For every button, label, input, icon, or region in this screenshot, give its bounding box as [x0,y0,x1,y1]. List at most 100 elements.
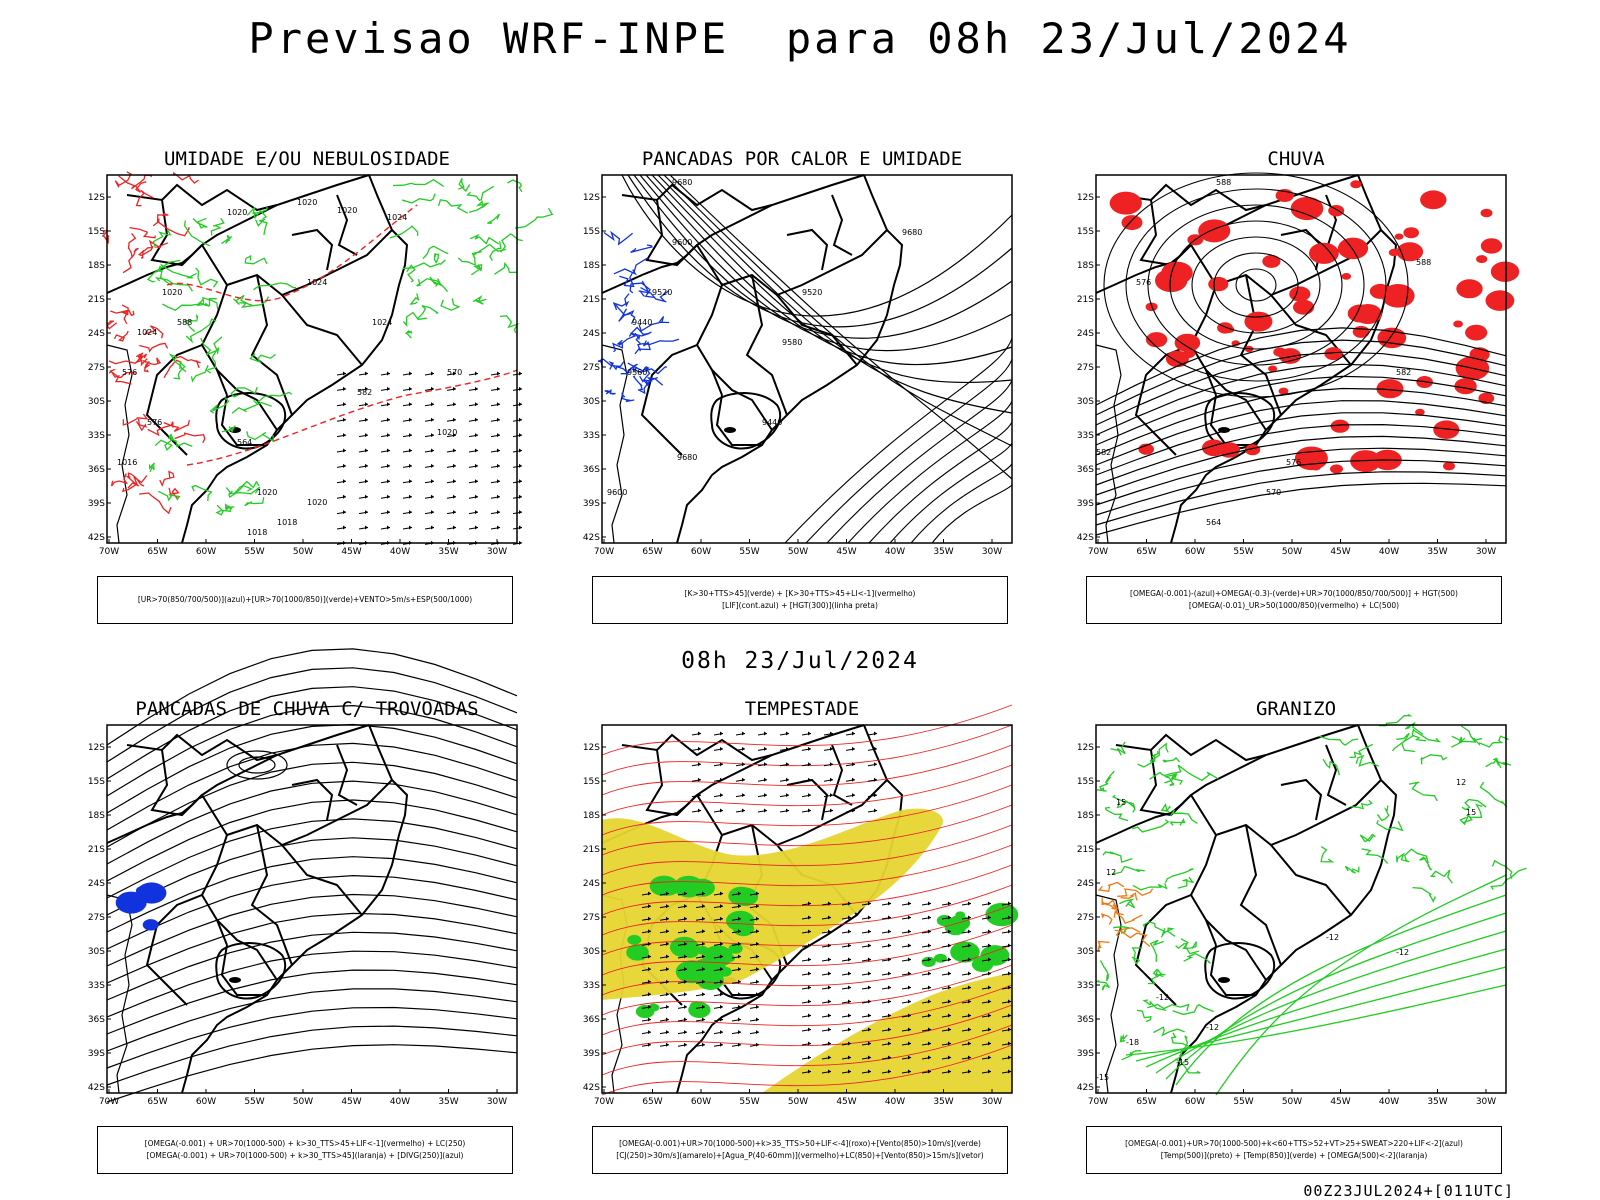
wind-vector-head [738,1017,741,1022]
contour-label: 1020 [257,488,277,497]
wind-vector-head [684,992,687,997]
wind-vector-head [409,417,412,422]
wind-vector-head [928,1041,931,1046]
wind-vector-head [1008,1041,1011,1046]
wind-vector-head [720,746,723,751]
lat-tick-label: 39S [583,499,600,509]
hgt300-contour [627,174,1013,328]
wind-vector-head [698,762,701,767]
contour-label: 1016 [117,458,137,467]
lat-tick-label: 39S [583,1049,600,1059]
humidity-red-contour [109,368,136,379]
temp850-green-contour [1147,968,1164,985]
wind-vector-head [908,1041,911,1046]
wind-vector-head [808,808,811,813]
streamline [1095,400,1507,466]
wind-vector-head [908,943,911,948]
hgt500-contour [1169,220,1343,350]
lat-tick-label: 39S [1077,1049,1094,1059]
hgt300-contour [931,484,1013,544]
hgt300-contour [621,174,1013,317]
wind-vector-head [786,762,789,767]
lon-tick-label: 65W [1136,1097,1156,1107]
humidity-green-contour [255,218,268,236]
rain-red-area [1456,279,1483,299]
humidity-green-contour [253,209,268,220]
lon-tick-label: 40W [390,547,410,557]
lat-tick-label: 21S [583,845,600,855]
rain-red-area [1174,333,1201,352]
wind-vector-head [720,929,723,934]
wind-vector-head [948,999,951,1004]
wind-vector-head [666,891,669,896]
wind-vector-head [808,915,811,920]
hgt500-contour [1235,268,1277,302]
rain-red-area [1480,238,1503,254]
wind-vector-head [648,992,651,997]
wind-vector-head [497,479,500,484]
wind-vector-head [698,808,701,813]
lon-tick-label: 35W [438,1097,458,1107]
rio-grande-do-sul-border [215,942,287,1000]
wind-vector-head [684,904,687,909]
wind-vector-head [888,1069,891,1074]
wind-vector-head [698,746,701,751]
humidity-red-contour [110,309,135,317]
wind-vector-head [409,433,412,438]
wind-vector-head [497,525,500,530]
wind-vector-head [756,904,759,909]
state-border [621,733,773,762]
andes-coast [601,344,628,544]
legend-box: [OMEGA(-0.001) + UR>70(1000-500) + k>30_… [97,1126,513,1174]
temp850-green-contour [1110,741,1126,756]
wind-vector-head [848,1013,851,1018]
humidity-green-contour [437,199,469,214]
wind-vector-head [828,1013,831,1018]
contour-label: 1020 [307,498,327,507]
wind-vector-head [409,463,412,468]
contour-label: 1018 [247,528,267,537]
wind-vector-head [808,777,811,782]
wind-vector-head [720,1030,723,1035]
contour-label: 9600 [607,488,627,497]
wind-vector-head [874,777,877,782]
wind-vector-head [666,979,669,984]
hgt500-contour [1125,188,1387,382]
temp850-green-contour [1344,865,1360,874]
wind850-green-area [921,956,936,967]
lat-tick-label: 24S [583,879,600,889]
contour-label: 9680 [672,178,692,187]
humidity-green-contour [152,229,172,249]
wind-vector-head [684,929,687,934]
wind-vector-head [988,971,991,976]
wind-vector-head [519,417,522,422]
hgt300-contour [847,400,1013,544]
wind-vector-head [764,731,767,736]
temp850-green-contour [1175,894,1507,1086]
temp850-green-contour [1451,735,1466,745]
wind-vector-head [1008,1027,1011,1032]
contour-label: 582 [357,388,372,397]
wind-vector-head [852,731,855,736]
lon-tick-label: 70W [1088,547,1108,557]
lat-tick-label: 12S [88,743,105,753]
wind-vector-head [848,1055,851,1060]
wind-vector-head [786,731,789,736]
wind-vector-head [720,808,723,813]
wind-vector-head [475,371,478,376]
wind-vector-head [519,433,522,438]
lat-tick-label: 24S [88,879,105,889]
rain-red-area [1145,332,1168,348]
lon-tick-label: 70W [1088,1097,1108,1107]
temp850-green-contour [1119,1033,1128,1043]
wind-vector-head [968,957,971,962]
state-border [1280,778,1323,821]
state-border [1115,733,1267,762]
legend-box: [K>30+TTS>45](verde) + [K>30+TTS>45+LI<-… [592,576,1008,624]
wind-vector-head [968,1069,971,1074]
contour-label: 9680 [677,453,697,462]
contour-label: 9520 [802,288,822,297]
wind-vector-head [756,941,759,946]
contour-label: 15 [1466,808,1476,817]
lon-tick-label: 40W [885,547,905,557]
